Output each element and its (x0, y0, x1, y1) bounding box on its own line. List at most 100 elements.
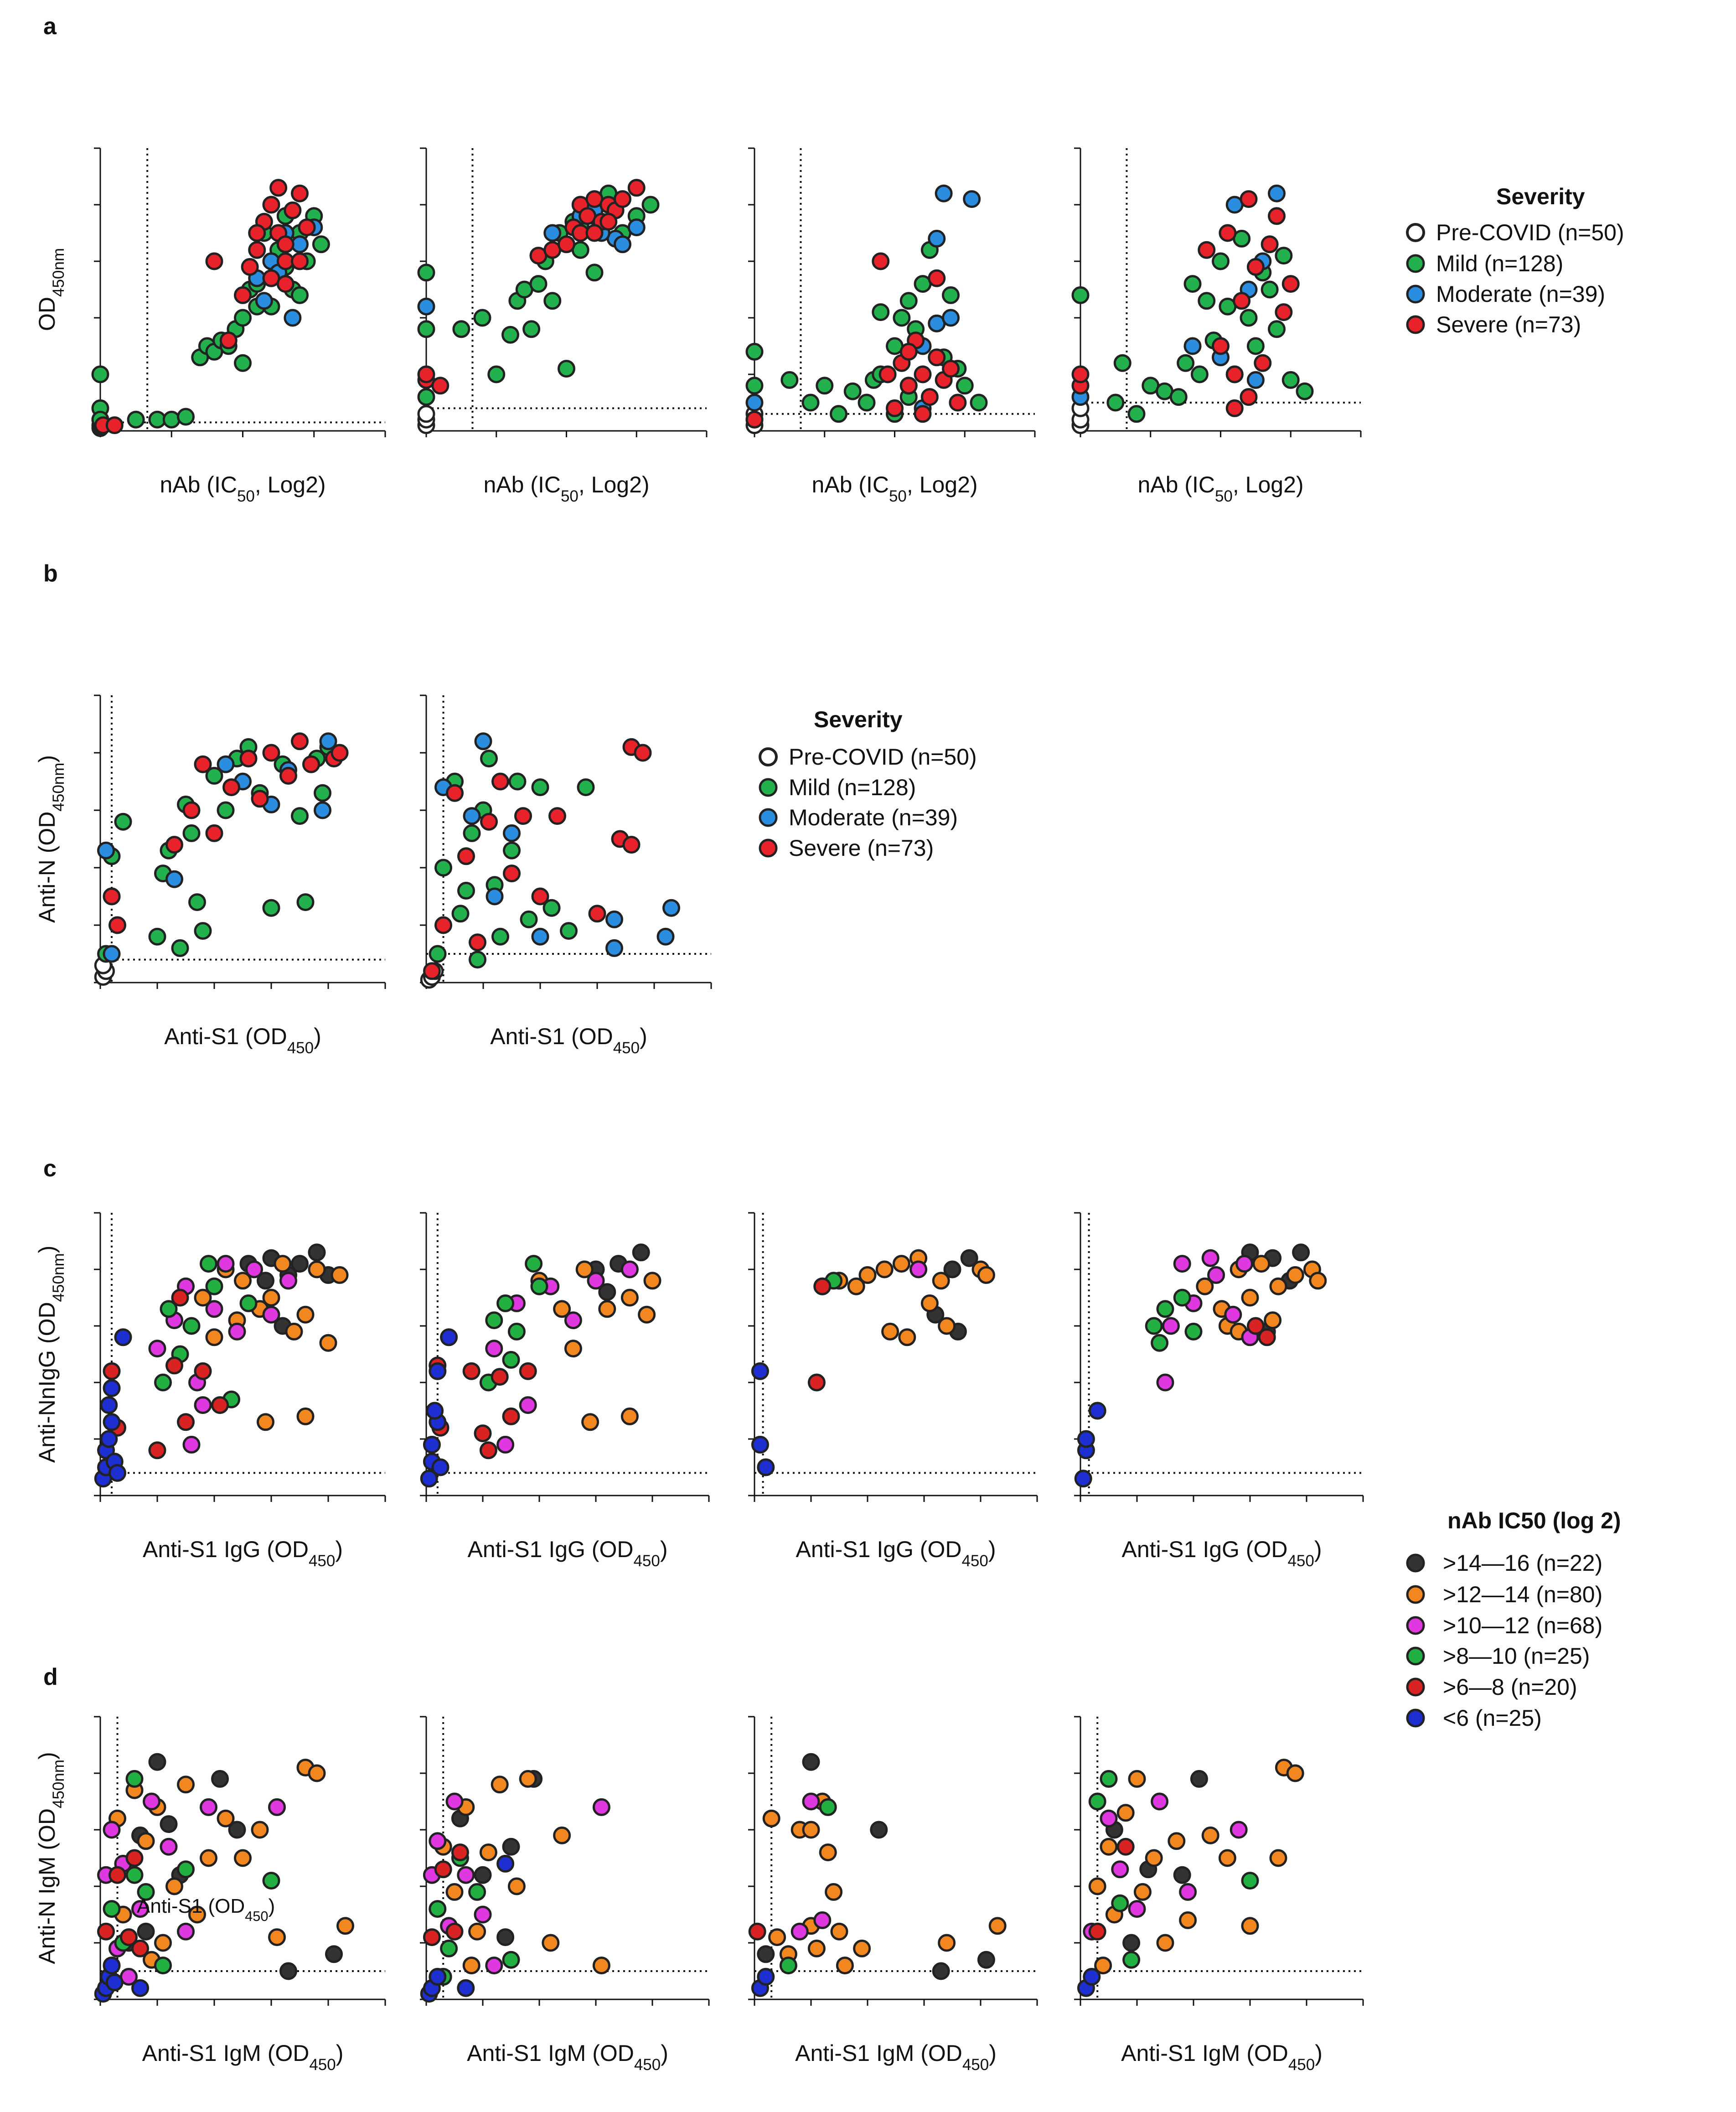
data-point (279, 766, 297, 785)
data-point (1292, 1243, 1310, 1262)
severity-legend-title: Severity (1496, 184, 1585, 209)
x-axis-label: nAb (IC50, Log2) (483, 472, 649, 505)
data-point (228, 1322, 246, 1341)
data-point (508, 772, 527, 791)
series--6-8 (748, 1922, 766, 1941)
data-point (656, 927, 675, 946)
data-point (816, 377, 834, 395)
data-point (1151, 1792, 1169, 1811)
data-point (262, 1305, 280, 1324)
axes (94, 1212, 386, 1502)
data-point (872, 303, 890, 321)
data-point (474, 1905, 492, 1924)
chart-d3: Anti-S1 IgM (OD450) (748, 1716, 1038, 2074)
data-point (445, 1792, 464, 1811)
severe-marker (759, 839, 778, 858)
data-point (451, 905, 470, 923)
data-point (274, 1255, 292, 1273)
data-point (143, 1792, 160, 1811)
series--12-14 (1196, 1255, 1327, 1341)
data-point (575, 1260, 594, 1279)
severity-legend-label: Severe (n=73) (1436, 312, 1581, 337)
data-point (514, 807, 532, 825)
data-point (1212, 252, 1230, 270)
data-point (291, 252, 309, 270)
data-point (487, 365, 506, 383)
data-point (1113, 354, 1132, 372)
data-point (1145, 1849, 1163, 1867)
axes (748, 1212, 1038, 1502)
data-point (434, 916, 452, 934)
data-point (154, 1373, 172, 1392)
data-point (125, 1866, 144, 1884)
series--8-10 (1088, 1770, 1259, 1969)
data-point (543, 224, 562, 242)
data-point (291, 732, 309, 751)
data-point (457, 1979, 475, 1997)
series-severe (417, 179, 646, 395)
nab-legend-item: >6—8 (n=20) (1406, 1674, 1577, 1700)
data-point (1173, 1289, 1191, 1307)
data-point (614, 190, 631, 208)
data-point (1183, 337, 1202, 355)
data-point (872, 252, 890, 270)
data-point (502, 1407, 520, 1425)
data-point (519, 1396, 537, 1414)
data-point (592, 1798, 610, 1816)
severe-marker (1406, 315, 1425, 334)
data-point (463, 807, 481, 825)
nab-legend-label: >12—14 (n=80) (1443, 1582, 1602, 1607)
data-point (131, 1900, 149, 1918)
data-point (543, 292, 562, 310)
data-point (1151, 1334, 1169, 1352)
data-point (1233, 292, 1251, 310)
data-point (423, 962, 441, 980)
nab-legend-item: >10—12 (n=68) (1406, 1613, 1602, 1638)
data-point (870, 1821, 888, 1839)
data-point (279, 1272, 297, 1290)
data-point (825, 1883, 843, 1901)
chart-c3: Anti-S1 IgG (OD450) (748, 1212, 1038, 1570)
data-point (592, 1957, 610, 1975)
data-point (801, 393, 820, 412)
data-point (222, 778, 240, 797)
data-point (819, 1843, 837, 1862)
data-point (503, 824, 521, 842)
data-point (577, 778, 595, 797)
data-point (932, 1962, 950, 1980)
data-point (542, 899, 561, 917)
data-point (1071, 286, 1090, 304)
data-point (194, 1289, 212, 1307)
data-point (1219, 224, 1237, 242)
data-point (1179, 1911, 1197, 1929)
series-pre-covid (417, 405, 435, 435)
x-axis-label: Anti-S1 (OD450) (164, 1024, 321, 1057)
chart-annotation: Anti-S1 (OD450) (137, 1895, 275, 1924)
data-point (431, 1458, 450, 1476)
data-point (1184, 1322, 1203, 1341)
data-point (553, 1300, 571, 1318)
data-point (319, 732, 337, 751)
data-point (137, 1832, 155, 1850)
data-point (473, 309, 491, 327)
data-point (1230, 1821, 1248, 1839)
data-point (893, 309, 911, 327)
data-point (932, 1272, 950, 1290)
data-point (813, 1277, 832, 1295)
series--6 (751, 1362, 775, 1476)
data-point (920, 388, 939, 406)
data-point (525, 1255, 543, 1273)
data-point (445, 1883, 464, 1901)
data-point (1241, 1917, 1259, 1935)
data-point (205, 252, 223, 270)
severity-legend-item: Mild (n=128) (759, 775, 916, 800)
data-point (757, 1967, 775, 1986)
panel-letter-c: c (43, 1155, 57, 1182)
data-point (522, 320, 541, 338)
series--10-12 (790, 1792, 832, 1941)
data-point (429, 1832, 447, 1850)
data-point (296, 893, 315, 911)
data-point (1173, 1866, 1191, 1884)
data-point (1077, 1430, 1095, 1448)
data-point (486, 887, 504, 906)
